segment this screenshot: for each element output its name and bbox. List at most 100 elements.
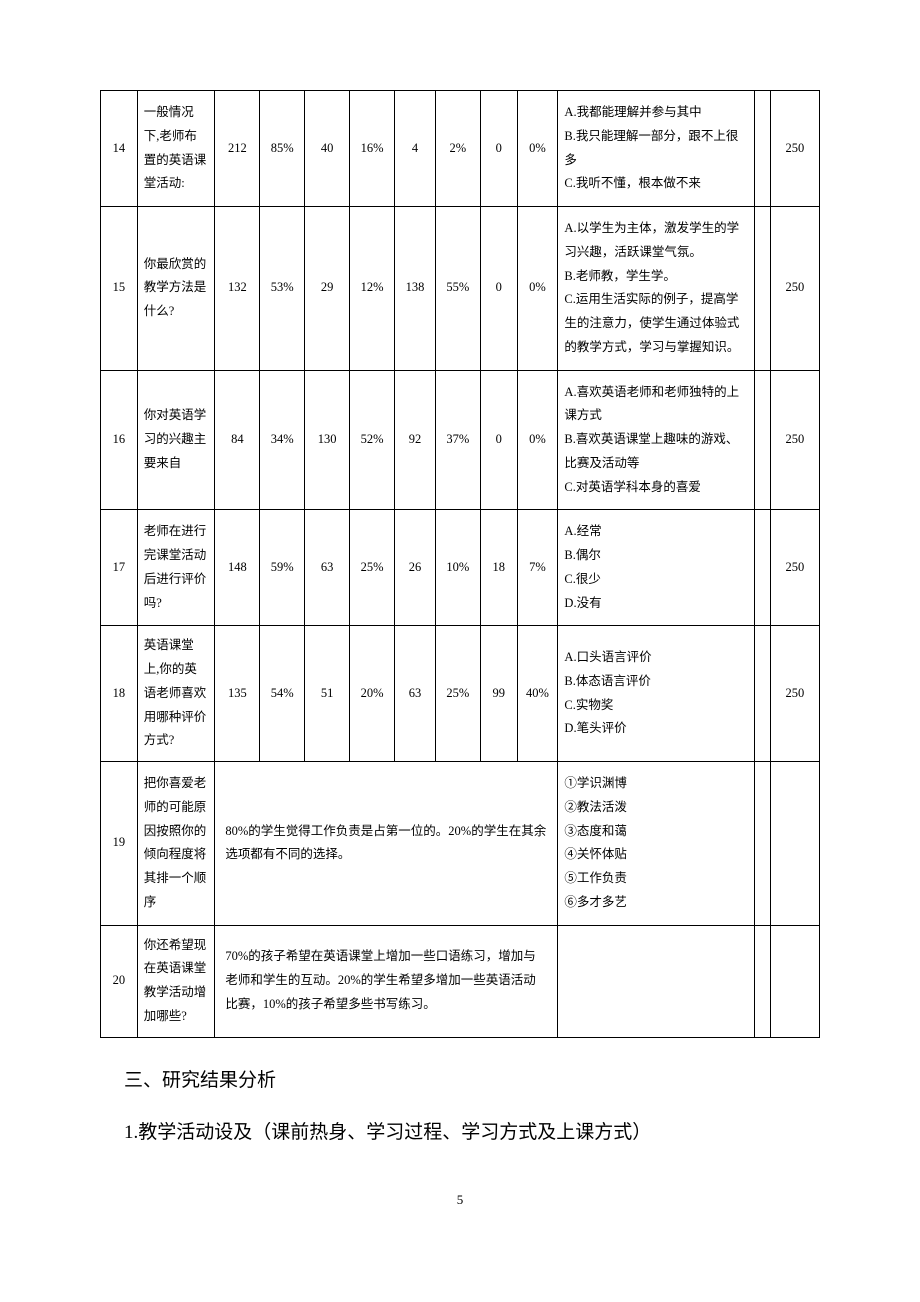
- question-cell: 英语课堂上,你的英语老师喜欢用哪种评价方式?: [137, 626, 215, 762]
- data-cell-pctC: 37%: [435, 370, 480, 510]
- option-line: ①学识渊博: [564, 772, 747, 796]
- option-line: B.体态语言评价: [564, 670, 747, 694]
- data-cell-countB: 130: [305, 370, 350, 510]
- data-cell-countD: 0: [480, 91, 517, 207]
- data-cell-pctA: 34%: [260, 370, 305, 510]
- data-cell-countC: 4: [395, 91, 436, 207]
- data-cell-pctC: 2%: [435, 91, 480, 207]
- options-cell: A.我都能理解并参与其中B.我只能理解一部分，跟不上很多C.我听不懂，根本做不来: [558, 91, 754, 207]
- data-cell-countA: 212: [215, 91, 260, 207]
- data-cell-pctA: 53%: [260, 207, 305, 371]
- data-cell-countC: 26: [395, 510, 436, 626]
- option-line: ⑤工作负责: [564, 867, 747, 891]
- data-cell-countB: 63: [305, 510, 350, 626]
- option-line: B.我只能理解一部分，跟不上很多: [564, 125, 747, 173]
- question-cell: 你对英语学习的兴趣主要来自: [137, 370, 215, 510]
- data-cell-pctB: 25%: [350, 510, 395, 626]
- row-number: 17: [101, 510, 138, 626]
- data-cell-pctD: 0%: [517, 91, 558, 207]
- data-cell-pctB: 52%: [350, 370, 395, 510]
- option-line: A.经常: [564, 520, 747, 544]
- option-line: B.偶尔: [564, 544, 747, 568]
- table-row: 14一般情况下,老师布置的英语课堂活动:21285%4016%42%00%A.我…: [101, 91, 820, 207]
- data-cell-countC: 63: [395, 626, 436, 762]
- data-cell-countA: 84: [215, 370, 260, 510]
- data-cell-countB: 40: [305, 91, 350, 207]
- option-line: A.口头语言评价: [564, 646, 747, 670]
- data-cell-countB: 29: [305, 207, 350, 371]
- option-line: D.没有: [564, 592, 747, 616]
- data-cell-pctD: 0%: [517, 370, 558, 510]
- option-line: ④关怀体贴: [564, 843, 747, 867]
- options-cell: A.以学生为主体，激发学生的学习兴趣，活跃课堂气氛。B.老师教，学生学。C.运用…: [558, 207, 754, 371]
- options-cell: [558, 925, 754, 1037]
- data-cell-pctD: 40%: [517, 626, 558, 762]
- section-heading: 三、研究结果分析: [124, 1066, 820, 1096]
- data-cell-countD: 0: [480, 370, 517, 510]
- option-line: C.很少: [564, 568, 747, 592]
- data-cell-pctC: 10%: [435, 510, 480, 626]
- table-row: 20你还希望现在英语课堂教学活动增加哪些?70%的孩子希望在英语课堂上增加一些口…: [101, 925, 820, 1037]
- blank-cell: [754, 370, 770, 510]
- table-row: 19把你喜爱老师的可能原因按照你的倾向程度将其排一个顺序80%的学生觉得工作负责…: [101, 762, 820, 926]
- blank-cell: [754, 207, 770, 371]
- data-cell-countD: 0: [480, 207, 517, 371]
- option-line: D.笔头评价: [564, 717, 747, 741]
- blank-cell: [754, 626, 770, 762]
- option-line: C.实物奖: [564, 694, 747, 718]
- table-row: 17老师在进行完课堂活动后进行评价吗?14859%6325%2610%187%A…: [101, 510, 820, 626]
- total-cell: 250: [770, 207, 819, 371]
- blank-cell: [754, 510, 770, 626]
- total-cell: 250: [770, 91, 819, 207]
- data-cell-countC: 92: [395, 370, 436, 510]
- question-cell: 一般情况下,老师布置的英语课堂活动:: [137, 91, 215, 207]
- data-cell-pctC: 25%: [435, 626, 480, 762]
- data-cell-countA: 135: [215, 626, 260, 762]
- blank-cell: [754, 762, 770, 926]
- row-number: 19: [101, 762, 138, 926]
- data-cell-pctB: 12%: [350, 207, 395, 371]
- options-cell: A.经常B.偶尔C.很少D.没有: [558, 510, 754, 626]
- option-line: A.我都能理解并参与其中: [564, 101, 747, 125]
- blank-cell: [754, 91, 770, 207]
- options-cell: A.口头语言评价B.体态语言评价C.实物奖D.笔头评价: [558, 626, 754, 762]
- data-cell-pctB: 20%: [350, 626, 395, 762]
- option-line: A.喜欢英语老师和老师独特的上课方式: [564, 381, 747, 429]
- question-cell: 老师在进行完课堂活动后进行评价吗?: [137, 510, 215, 626]
- options-cell: ①学识渊博②教法活泼③态度和蔼④关怀体贴⑤工作负责⑥多才多艺: [558, 762, 754, 926]
- data-cell-pctA: 85%: [260, 91, 305, 207]
- data-cell-countA: 148: [215, 510, 260, 626]
- data-cell-pctC: 55%: [435, 207, 480, 371]
- option-line: B.喜欢英语课堂上趣味的游戏、比赛及活动等: [564, 428, 747, 476]
- data-cell-pctB: 16%: [350, 91, 395, 207]
- data-cell-pctA: 54%: [260, 626, 305, 762]
- data-cell-pctD: 7%: [517, 510, 558, 626]
- data-cell-countB: 51: [305, 626, 350, 762]
- options-cell: A.喜欢英语老师和老师独特的上课方式B.喜欢英语课堂上趣味的游戏、比赛及活动等C…: [558, 370, 754, 510]
- option-line: C.运用生活实际的例子，提高学生的注意力，使学生通过体验式的教学方式，学习与掌握…: [564, 288, 747, 359]
- merged-summary-cell: 70%的孩子希望在英语课堂上增加一些口语练习，增加与老师和学生的互动。20%的学…: [215, 925, 558, 1037]
- merged-summary-cell: 80%的学生觉得工作负责是占第一位的。20%的学生在其余选项都有不同的选择。: [215, 762, 558, 926]
- total-cell: 250: [770, 370, 819, 510]
- table-body: 14一般情况下,老师布置的英语课堂活动:21285%4016%42%00%A.我…: [101, 91, 820, 1038]
- page-number: 5: [100, 1192, 820, 1208]
- data-cell-countD: 18: [480, 510, 517, 626]
- data-cell-pctD: 0%: [517, 207, 558, 371]
- option-line: ⑥多才多艺: [564, 891, 747, 915]
- row-number: 15: [101, 207, 138, 371]
- question-cell: 你还希望现在英语课堂教学活动增加哪些?: [137, 925, 215, 1037]
- row-number: 14: [101, 91, 138, 207]
- data-cell-countD: 99: [480, 626, 517, 762]
- question-cell: 把你喜爱老师的可能原因按照你的倾向程度将其排一个顺序: [137, 762, 215, 926]
- data-cell-pctA: 59%: [260, 510, 305, 626]
- row-number: 20: [101, 925, 138, 1037]
- option-line: ②教法活泼: [564, 796, 747, 820]
- table-row: 16你对英语学习的兴趣主要来自8434%13052%9237%00%A.喜欢英语…: [101, 370, 820, 510]
- data-cell-countA: 132: [215, 207, 260, 371]
- total-cell: [770, 925, 819, 1037]
- table-row: 18英语课堂上,你的英语老师喜欢用哪种评价方式?13554%5120%6325%…: [101, 626, 820, 762]
- row-number: 18: [101, 626, 138, 762]
- row-number: 16: [101, 370, 138, 510]
- total-cell: [770, 762, 819, 926]
- option-line: C.我听不懂，根本做不来: [564, 172, 747, 196]
